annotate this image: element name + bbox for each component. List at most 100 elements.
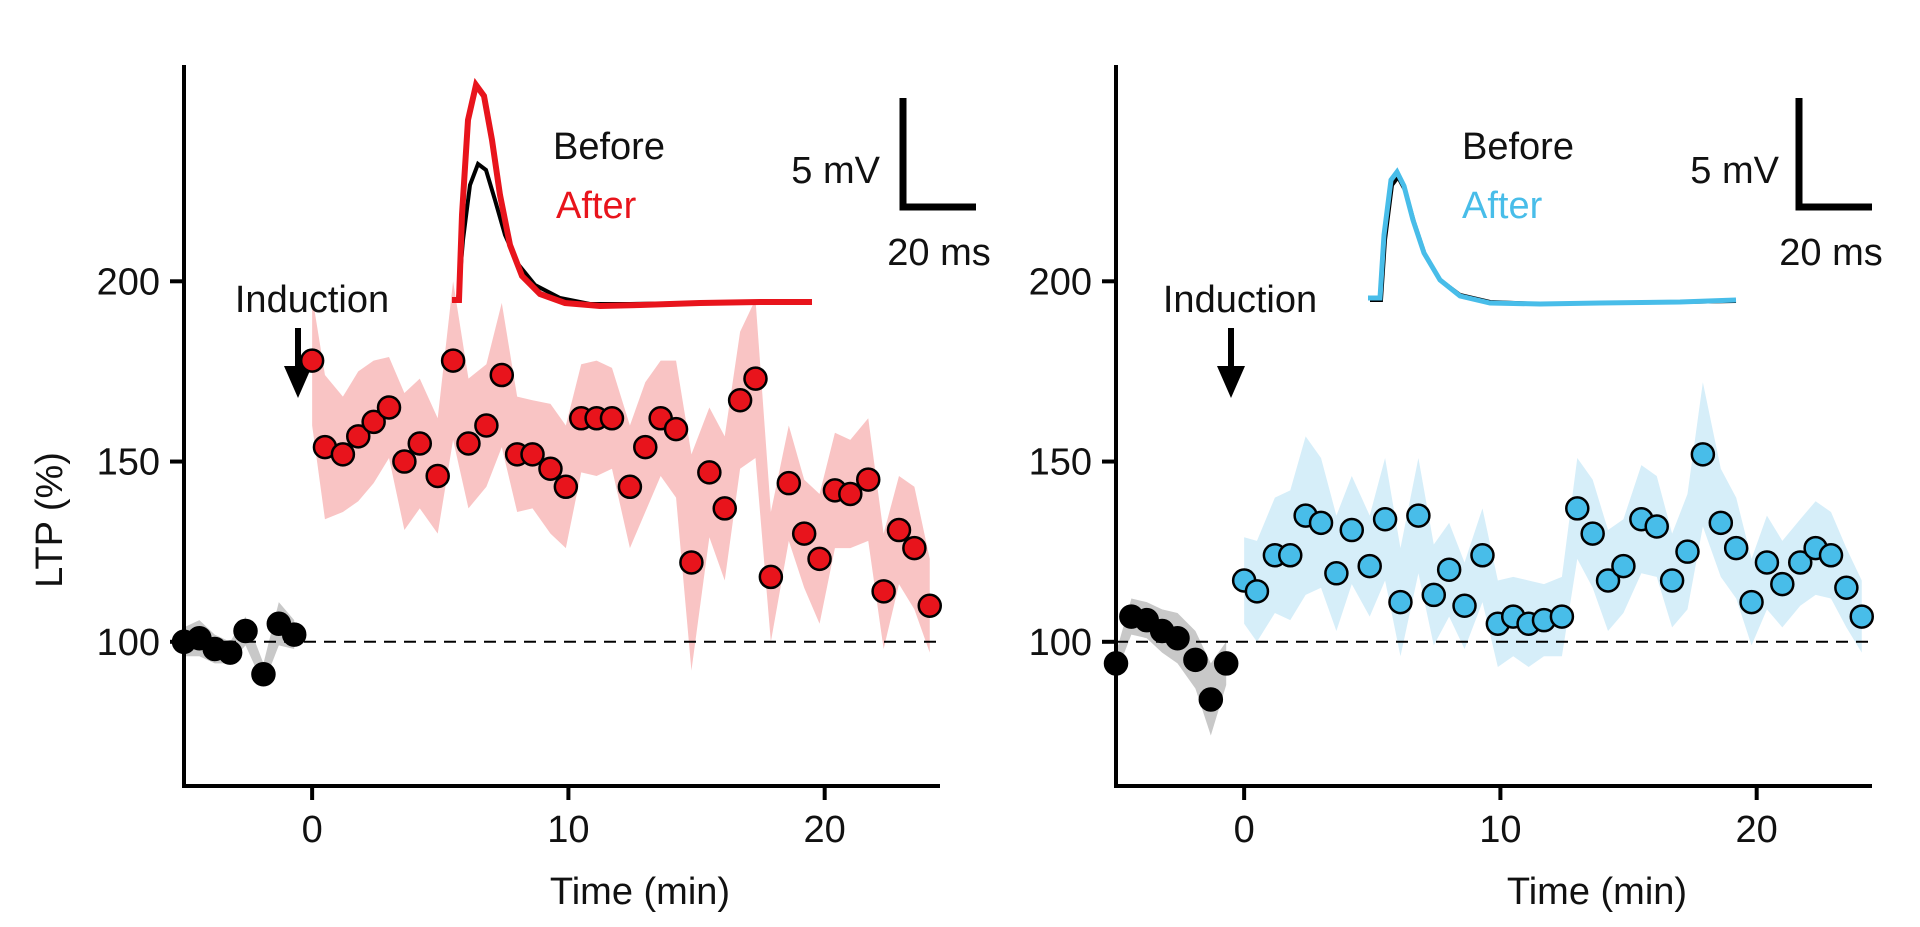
left-point-after	[346, 424, 371, 449]
right-trace-before	[1370, 173, 1737, 307]
left-scale-bar	[899, 98, 976, 211]
right-point-after	[1308, 510, 1334, 536]
right-point-after	[1818, 543, 1844, 568]
right-induction-label: Induction	[1163, 279, 1317, 321]
right-point-before	[1165, 625, 1190, 651]
left-point-after	[456, 431, 481, 456]
right-point-after	[1787, 550, 1813, 575]
right-scale-vertical-label: 5 mV	[1690, 150, 1779, 192]
left-point-after	[679, 550, 704, 575]
right-scale-horizontal-label: 20 ms	[1779, 232, 1882, 274]
right-point-after	[1690, 442, 1716, 467]
right-point-after	[1834, 575, 1859, 600]
left-point-after	[697, 460, 722, 485]
left-point-before	[233, 618, 258, 644]
right-point-before	[1183, 647, 1208, 673]
left-point-after	[299, 348, 325, 373]
left-induction-label: Induction	[235, 279, 389, 321]
left-y-axis-title: LTP (%)	[29, 452, 71, 588]
left-x-tick-label: 20	[804, 809, 846, 851]
right-legend-after: After	[1462, 185, 1543, 227]
left-inset-traces	[452, 77, 813, 310]
right-point-after	[1770, 571, 1795, 597]
left-y-tick-label: 150	[97, 442, 160, 484]
right-point-after	[1452, 593, 1477, 618]
left-point-after	[440, 348, 466, 373]
left-point-after	[553, 474, 579, 500]
right-point-before	[1213, 651, 1239, 676]
right-point-after	[1436, 557, 1462, 582]
right-point-after	[1339, 517, 1365, 543]
right-induction-arrow	[1217, 328, 1245, 398]
right-point-after	[1278, 543, 1303, 568]
right-trace-after	[1368, 167, 1737, 307]
left-point-after	[599, 406, 625, 431]
right-y-ticks: 100 150 200	[1029, 261, 1116, 664]
left-y-tick-label: 200	[97, 261, 160, 303]
left-y-tick-label: 100	[97, 622, 160, 664]
left-panel: 100 150 200 0 10 20 Time (min) LTP (%) Induc…	[29, 65, 991, 913]
left-point-after	[617, 474, 643, 500]
left-point-after	[520, 442, 545, 467]
left-point-after	[633, 434, 658, 460]
right-point-after	[1739, 589, 1764, 615]
right-y-tick-label: 200	[1029, 261, 1092, 303]
left-x-tick-label: 10	[547, 809, 589, 851]
right-point-before	[1198, 687, 1224, 712]
right-point-after	[1357, 553, 1382, 579]
right-point-after	[1549, 604, 1575, 629]
left-point-after	[871, 579, 896, 604]
left-point-after	[474, 413, 499, 438]
left-sem-band-after	[312, 281, 930, 671]
right-point-after	[1388, 589, 1413, 615]
left-point-before	[251, 661, 276, 687]
right-point-after	[1595, 568, 1621, 593]
left-point-after	[758, 564, 784, 590]
right-sem-band-before	[1116, 598, 1227, 736]
right-point-after	[1659, 568, 1685, 593]
right-point-after	[1244, 579, 1270, 604]
right-data-points	[1103, 442, 1874, 712]
right-panel: 100 150 200 0 10 20 Time (min) Induction Bef…	[1029, 65, 1883, 913]
right-point-after	[1644, 514, 1669, 539]
left-point-after	[361, 409, 386, 435]
left-point-after	[807, 546, 832, 572]
left-y-ticks: 100 150 200	[97, 261, 184, 664]
right-point-after	[1723, 535, 1749, 561]
left-point-before	[217, 640, 243, 665]
right-point-before	[1103, 651, 1129, 676]
right-point-after	[1406, 503, 1431, 528]
left-scale-vertical-label: 5 mV	[791, 150, 880, 192]
right-point-after	[1565, 496, 1590, 521]
left-point-after	[392, 449, 417, 474]
left-point-after	[743, 366, 768, 391]
left-point-after	[855, 467, 881, 492]
right-y-tick-label: 150	[1029, 442, 1092, 484]
right-point-after	[1611, 553, 1636, 579]
left-point-after	[776, 470, 802, 496]
left-point-after	[425, 463, 450, 489]
left-point-after	[489, 362, 515, 388]
right-point-after	[1849, 604, 1874, 629]
left-trace-after	[452, 77, 812, 310]
right-inset-traces	[1368, 167, 1737, 307]
right-point-after	[1675, 539, 1700, 564]
right-scale-bar	[1795, 98, 1872, 211]
right-point-after	[1372, 506, 1398, 532]
left-point-after	[538, 456, 563, 482]
left-point-after	[902, 535, 927, 561]
left-x-ticks: 0 10 20	[302, 786, 846, 851]
right-point-after	[1754, 550, 1780, 575]
left-point-after	[376, 395, 402, 420]
left-point-after	[838, 481, 863, 507]
right-legend-before: Before	[1462, 126, 1574, 168]
left-point-after	[791, 521, 817, 546]
left-point-after	[727, 388, 753, 413]
left-point-after	[712, 496, 737, 521]
left-point-after	[330, 442, 356, 467]
right-point-after	[1580, 521, 1605, 546]
right-point-after	[1324, 561, 1349, 586]
right-point-after	[1421, 582, 1447, 608]
left-scale-horizontal-label: 20 ms	[887, 232, 990, 274]
